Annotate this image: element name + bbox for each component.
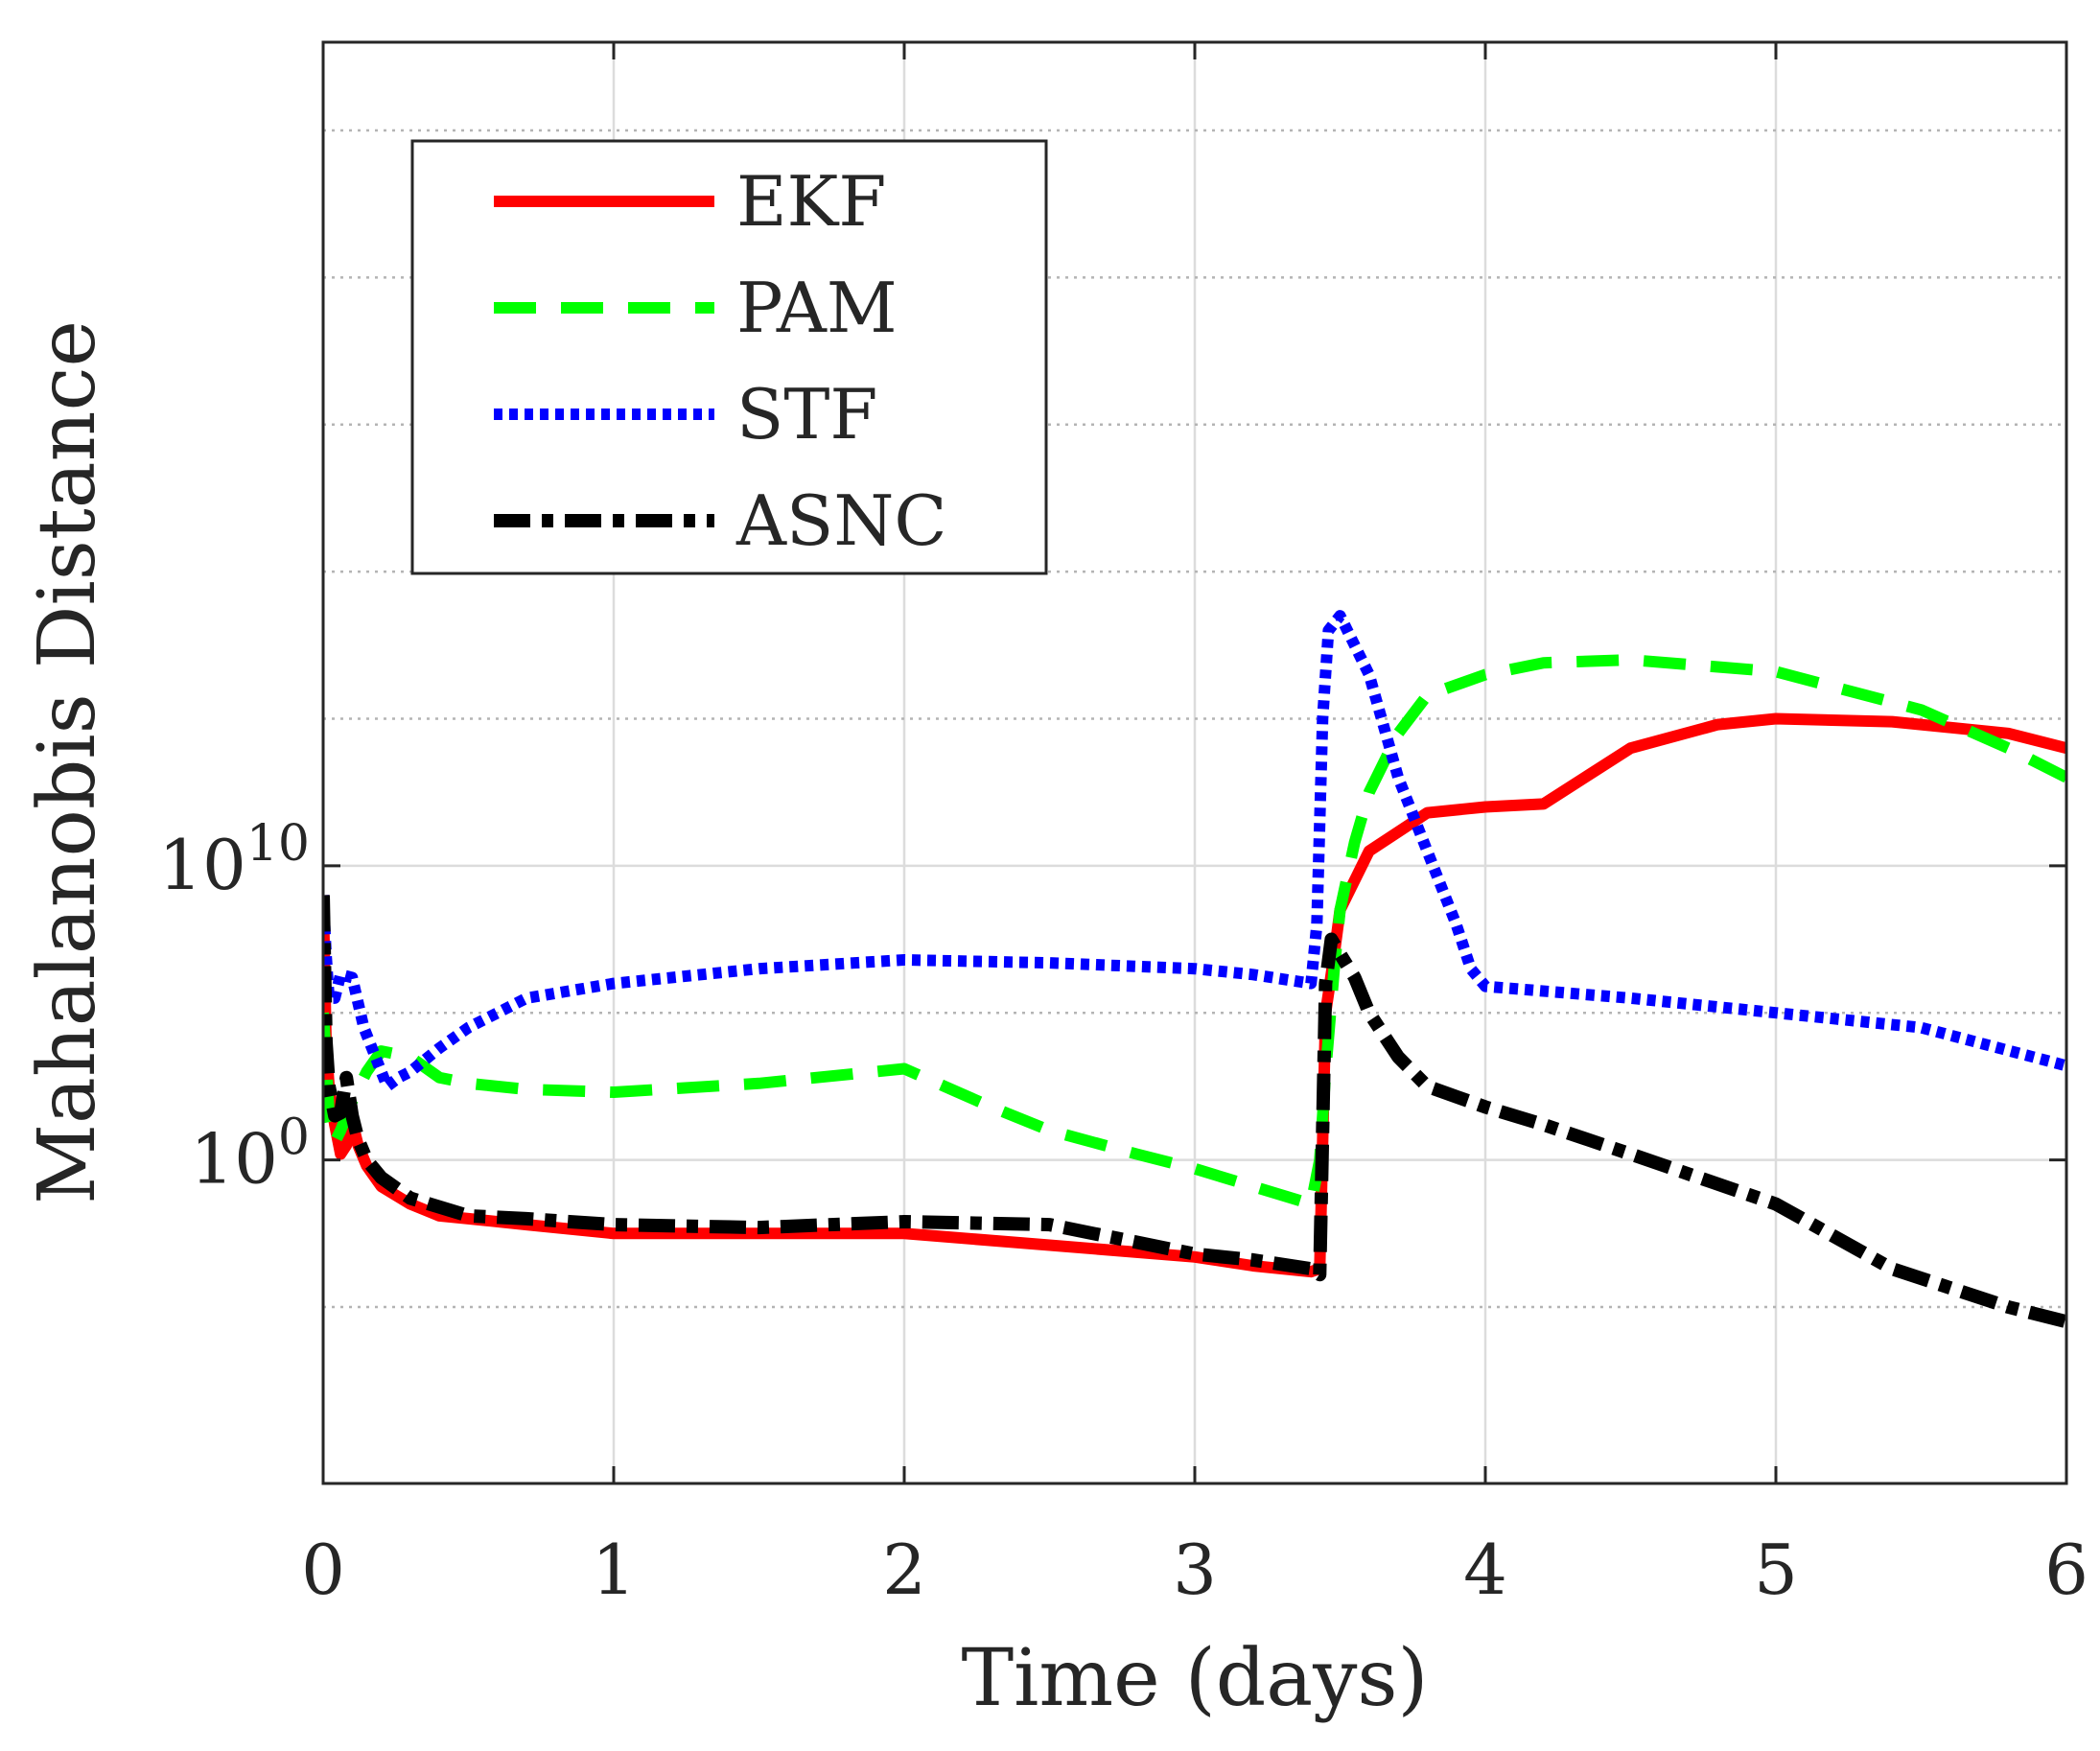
x-tick-label: 2 [882, 1529, 926, 1610]
ticks [321, 42, 2068, 1483]
legend: EKF PAM STF ASNC [410, 139, 1048, 575]
x-tick-label: 4 [1463, 1529, 1507, 1610]
y-tick-label: 1010 [158, 815, 310, 905]
series-line-asnc [323, 895, 2066, 1329]
x-tick-label: 1 [592, 1529, 636, 1610]
x-tick-labels: 0 1 2 3 4 5 6 [301, 1529, 2088, 1610]
series-line-pam [323, 654, 2066, 1210]
y-axis-label: Mahalanobis Distance [22, 320, 113, 1204]
y-tick-label: 100 [190, 1109, 310, 1200]
legend-label-stf: STF [736, 374, 877, 455]
y-tick-labels: 100 1010 [158, 815, 310, 1200]
x-tick-label: 3 [1173, 1529, 1217, 1610]
legend-label-pam: PAM [736, 268, 898, 348]
series-layer [323, 610, 2066, 1329]
legend-label-ekf: EKF [736, 161, 886, 242]
x-axis-label: Time (days) [961, 1633, 1428, 1724]
legend-box [410, 139, 1048, 575]
x-tick-label: 5 [1754, 1529, 1798, 1610]
x-tick-label: 0 [301, 1529, 345, 1610]
legend-label-asnc: ASNC [735, 480, 946, 561]
x-tick-label: 6 [2044, 1529, 2088, 1610]
